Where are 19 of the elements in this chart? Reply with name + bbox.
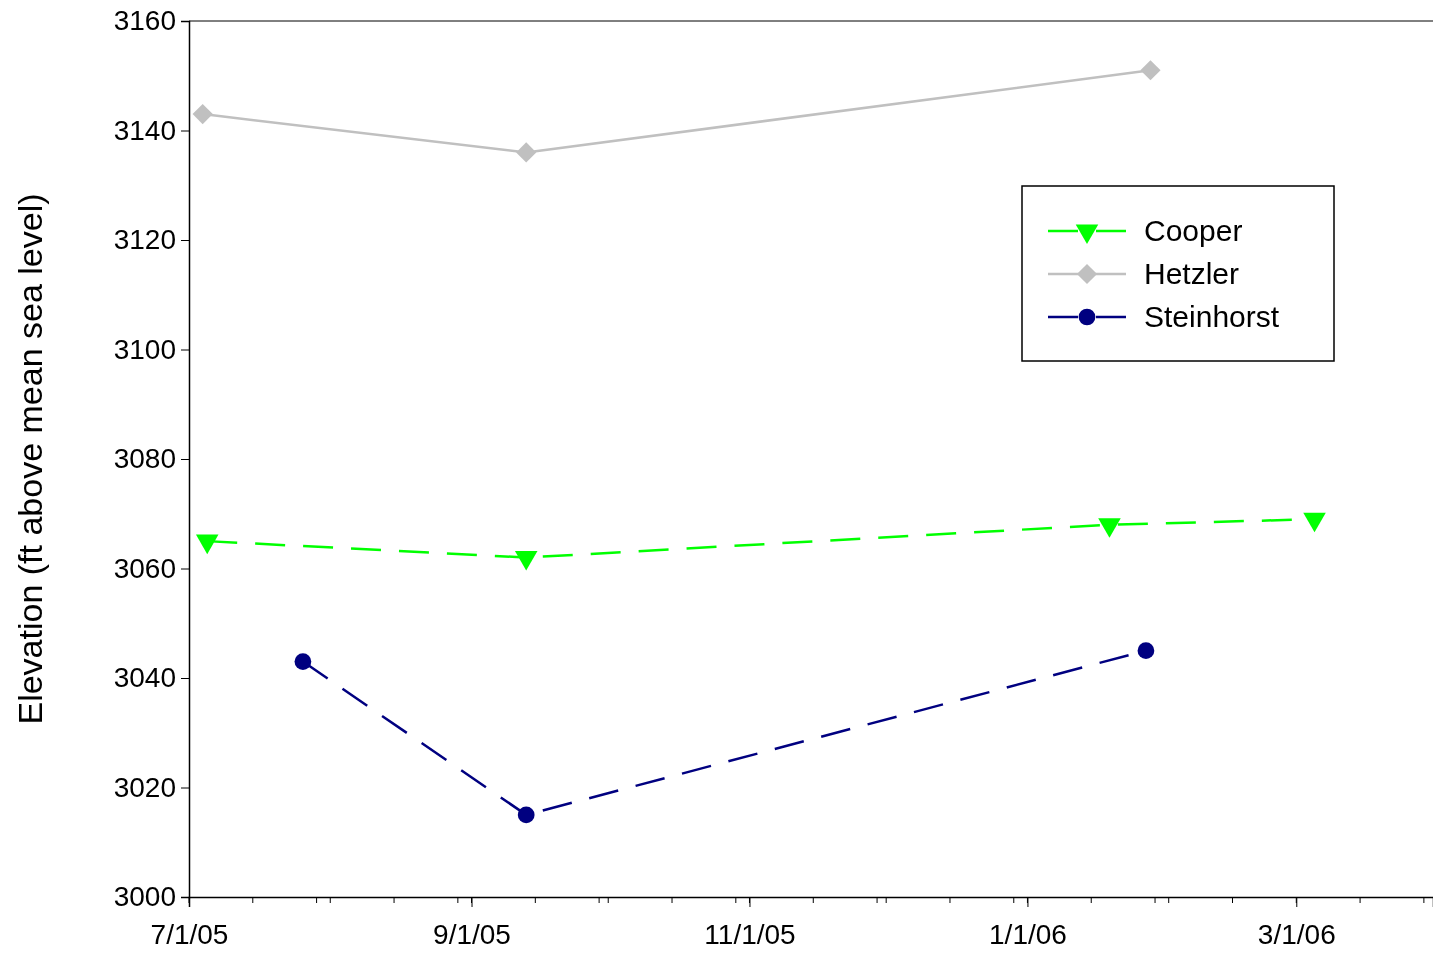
x-tick-label: 11/1/05: [704, 918, 796, 950]
x-tick-label: 3/1/06: [1257, 918, 1336, 950]
y-tick-label: 3100: [113, 333, 176, 365]
y-tick-label: 3120: [113, 224, 176, 256]
y-tick-label: 3140: [113, 114, 176, 146]
y-tick-label: 3020: [113, 771, 176, 803]
y-tick-label: 3060: [113, 552, 176, 584]
y-tick-label: 3000: [113, 881, 176, 913]
legend-label: Cooper: [1144, 214, 1243, 247]
legend-label: Steinhorst: [1144, 300, 1280, 333]
y-tick-label: 3160: [113, 5, 176, 37]
legend-label: Hetzler: [1144, 257, 1240, 290]
y-tick-label: 3040: [113, 662, 176, 694]
x-tick-label: 9/1/05: [433, 918, 511, 950]
y-axis-title: Elevation (ft above mean sea level): [11, 193, 49, 725]
point: [1137, 642, 1155, 659]
y-tick-label: 3080: [113, 443, 176, 475]
x-tick-label: 1/1/06: [989, 918, 1067, 950]
x-tick-label: 7/1/05: [150, 918, 229, 950]
